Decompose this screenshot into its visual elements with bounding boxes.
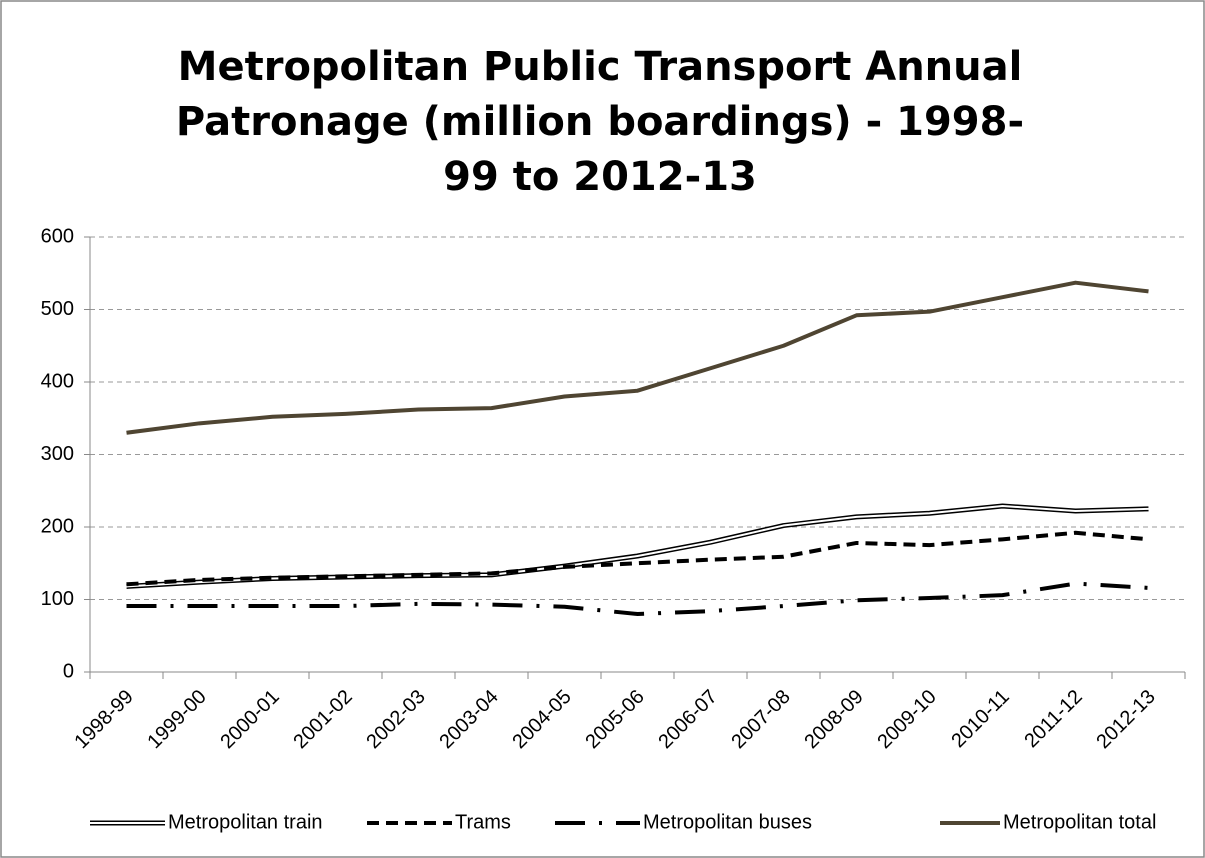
series-line <box>126 530 1149 587</box>
x-tick-label: 2003-04 <box>435 686 502 753</box>
x-tick-label: 1999-00 <box>143 686 210 753</box>
y-tick-label: 500 <box>41 298 74 320</box>
series-line-inner <box>126 504 1149 588</box>
x-tick-label: 2001-02 <box>289 686 356 753</box>
x-tick-label: 2012-13 <box>1092 686 1159 753</box>
chart-title: Metropolitan Public Transport Annual Pat… <box>175 44 1025 200</box>
x-tick-label: 2006-07 <box>654 686 721 753</box>
x-tick-label: 2009-10 <box>873 686 940 753</box>
x-tick-label: 2007-08 <box>727 686 794 753</box>
x-tick-label: 2008-09 <box>800 686 867 753</box>
legend-label: Metropolitan train <box>168 811 323 833</box>
x-tick-label: 2005-06 <box>581 686 648 753</box>
x-tick-label: 2011-12 <box>1020 686 1086 752</box>
series-line <box>126 581 1149 616</box>
y-tick-label: 200 <box>41 515 74 537</box>
legend-label: Metropolitan total <box>1003 811 1156 833</box>
legend-label: Metropolitan buses <box>643 811 812 833</box>
x-tick-label: 2000-01 <box>216 686 283 753</box>
y-tick-label: 0 <box>63 660 74 682</box>
y-tick-label: 400 <box>41 370 74 392</box>
y-tick-label: 100 <box>41 588 74 610</box>
x-tick-label: 1998-99 <box>70 686 137 753</box>
y-tick-label: 300 <box>41 443 74 465</box>
x-tick-label: 2002-03 <box>362 686 429 753</box>
legend-label: Trams <box>455 811 511 833</box>
series-line <box>126 503 1149 589</box>
x-tick-label: 2010-11 <box>947 686 1013 752</box>
series-line <box>126 280 1149 435</box>
x-tick-label: 2004-05 <box>508 686 575 753</box>
y-tick-label: 600 <box>41 225 74 247</box>
